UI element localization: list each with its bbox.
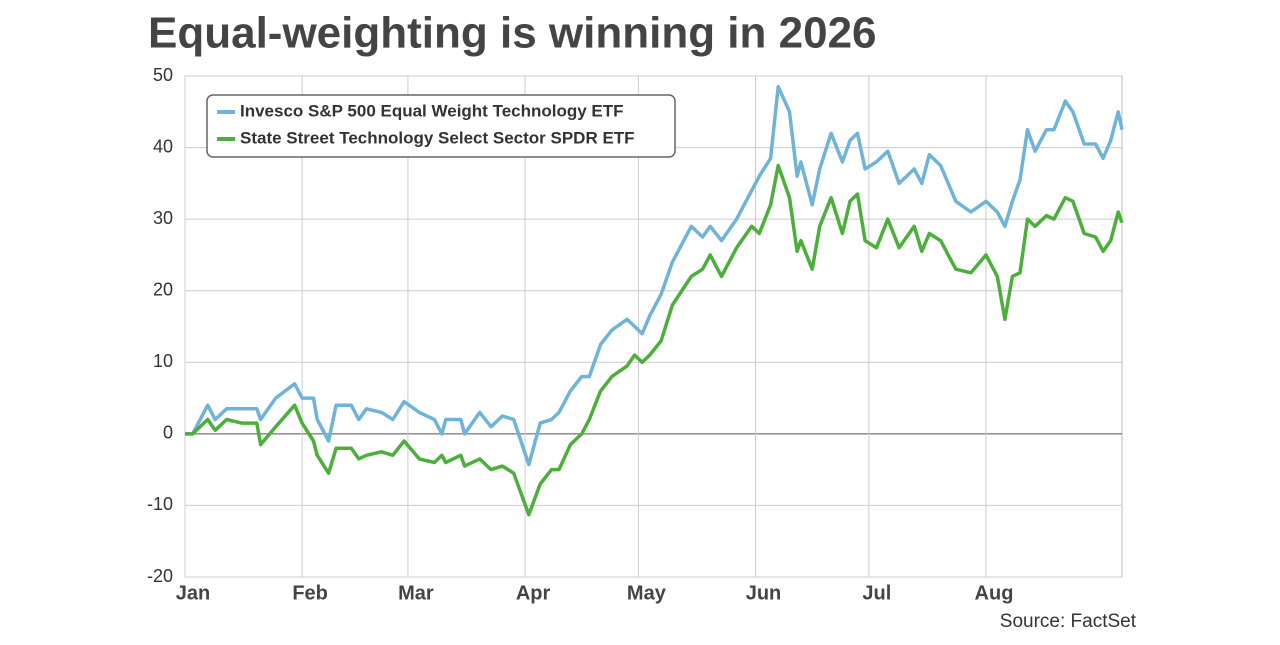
x-tick-label: Aug xyxy=(975,582,1014,604)
x-tick-label: Jan xyxy=(176,582,210,604)
y-tick-label: 50 xyxy=(153,65,173,85)
x-tick-label: Mar xyxy=(398,582,434,604)
legend-label: Invesco S&P 500 Equal Weight Technology … xyxy=(240,101,624,120)
y-tick-label: -10 xyxy=(147,494,173,514)
line xyxy=(185,84,1124,467)
x-tick-label: Jun xyxy=(746,582,782,604)
chart-title: Equal-weighting is winning in 2026 xyxy=(148,9,877,58)
legend-box xyxy=(206,94,676,158)
x-tick-label: Feb xyxy=(292,582,328,604)
x-tick-label: Jul xyxy=(862,582,891,604)
y-tick-label: -20 xyxy=(147,566,173,586)
y-tick-label: 10 xyxy=(153,351,173,371)
x-tick-label: Apr xyxy=(516,582,551,604)
line xyxy=(185,163,1124,517)
y-tick-label: 30 xyxy=(153,208,173,228)
x-tick-label: May xyxy=(627,582,667,604)
source: Source: FactSet xyxy=(1000,611,1137,632)
y-tick-label: 40 xyxy=(153,136,173,156)
legend-label: State Street Technology Select Sector SP… xyxy=(240,128,635,147)
y-tick-label: 0 xyxy=(163,423,173,443)
y-tick-label: 20 xyxy=(153,279,173,299)
